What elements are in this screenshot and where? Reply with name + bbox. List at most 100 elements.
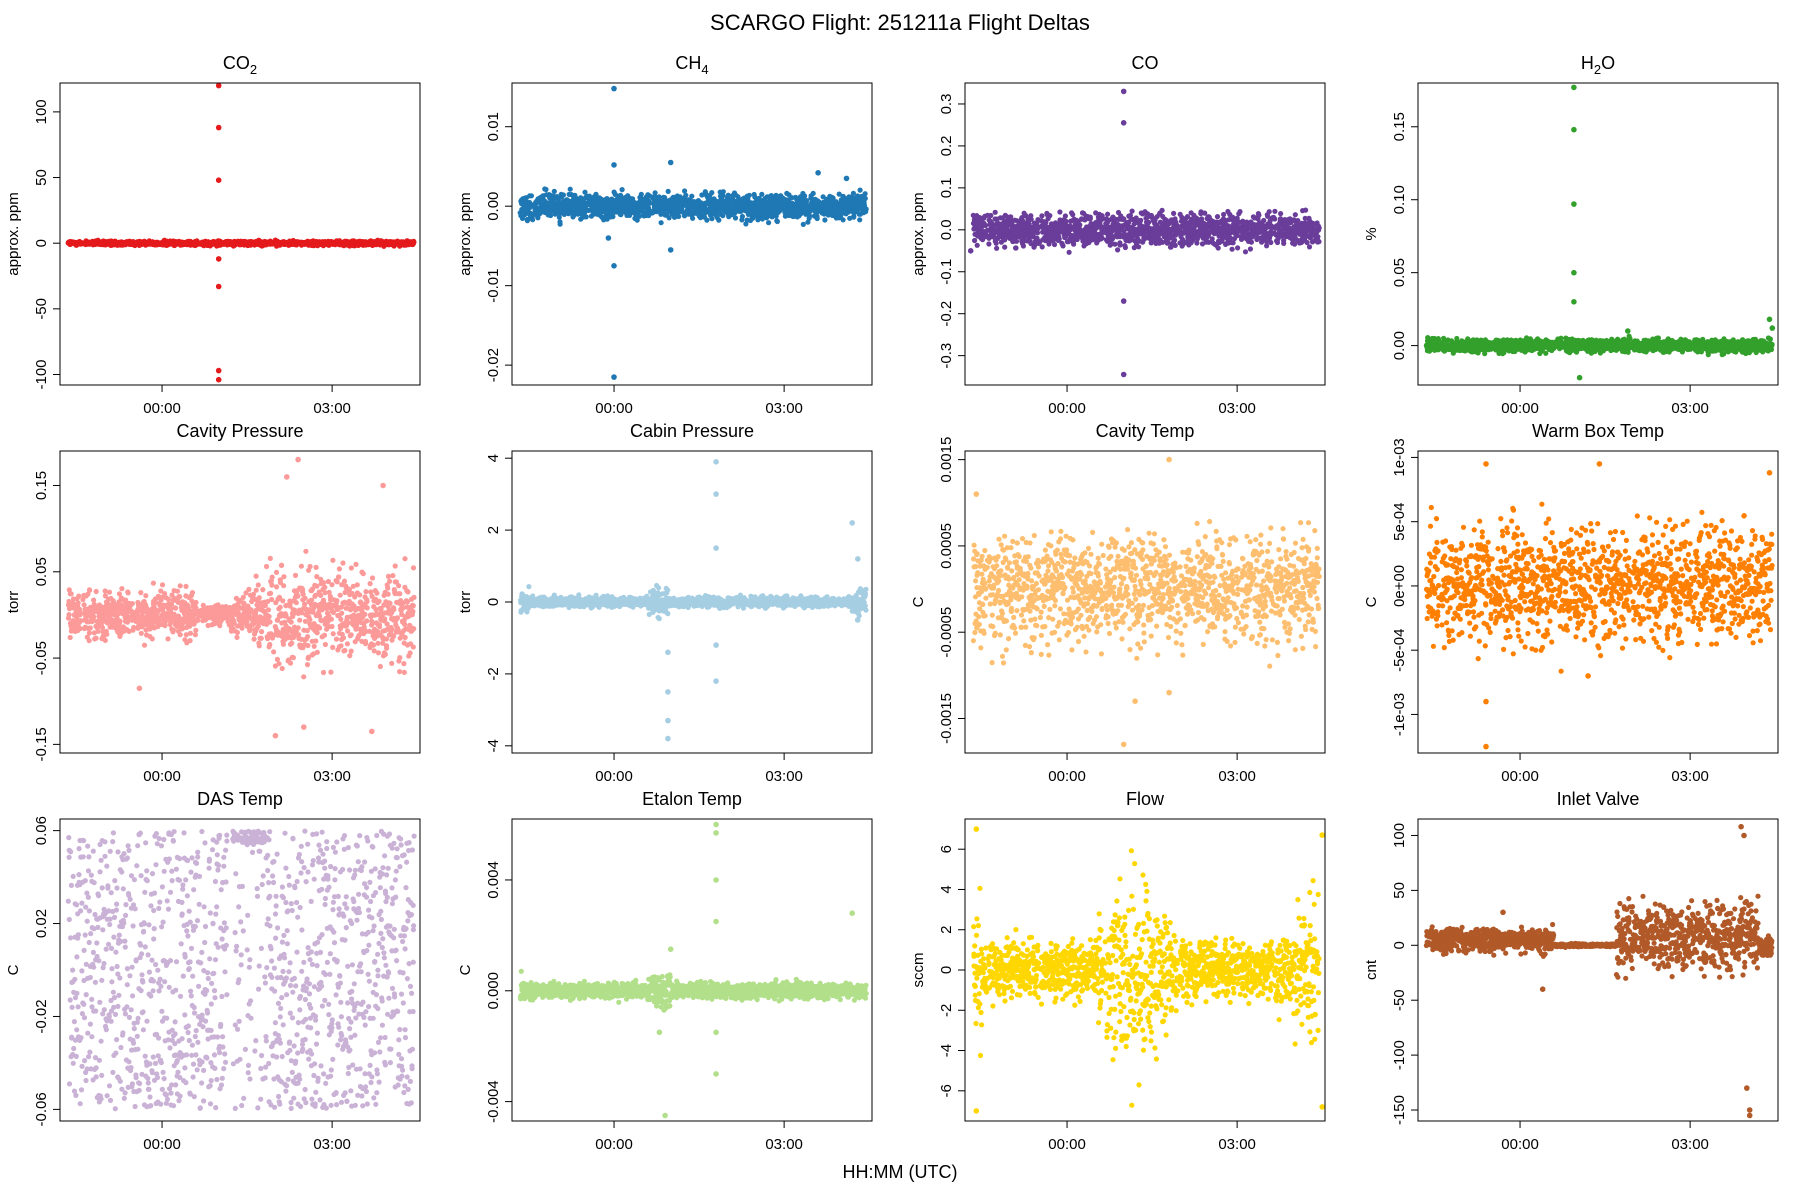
outlier-point: [667, 247, 674, 253]
outlier-point: [611, 85, 617, 92]
outlier-point: [611, 162, 617, 168]
outlier-point: [215, 177, 222, 183]
data-point: [1171, 210, 1177, 216]
data-point: [551, 188, 557, 194]
x-tick-label: 00:00: [143, 400, 181, 417]
panel-title-subscript: 2: [250, 62, 257, 77]
data-point: [1558, 335, 1564, 341]
data-point: [982, 222, 989, 229]
data-point: [774, 218, 781, 225]
data-point: [1172, 242, 1178, 248]
data-point: [676, 213, 682, 219]
data-point: [1247, 246, 1253, 252]
y-tick-label: -0.01: [485, 269, 502, 303]
data-point: [1060, 243, 1066, 249]
data-point: [994, 245, 1000, 251]
data-point: [1013, 238, 1020, 244]
data-point: [1129, 208, 1135, 214]
data-point: [1268, 239, 1274, 246]
data-point: [1278, 211, 1284, 217]
data-point: [725, 192, 731, 198]
data-point: [652, 190, 658, 196]
x-tick-label: 00:00: [1048, 400, 1086, 417]
data-point: [1272, 208, 1278, 214]
data-point: [683, 192, 689, 198]
y-tick-label: -100: [33, 359, 50, 389]
outlier-point: [605, 235, 612, 241]
data-point: [857, 217, 863, 223]
data-point: [810, 190, 816, 196]
data-point: [1117, 242, 1123, 248]
data-point: [658, 220, 664, 226]
data-point: [567, 186, 573, 192]
panel-title-tail: O: [1601, 53, 1615, 73]
data-point: [972, 237, 978, 244]
panel-title-main: CH: [675, 53, 701, 73]
outlier-point: [967, 248, 974, 254]
data-point: [1159, 207, 1165, 213]
y-tick-label: -0.3: [938, 343, 955, 369]
x-tick-label: 03:00: [313, 400, 351, 417]
data-point: [1034, 230, 1041, 236]
data-point: [1136, 244, 1142, 250]
data-point: [1248, 239, 1254, 245]
data-point: [807, 213, 813, 219]
data-point: [1272, 216, 1278, 222]
data-point: [610, 214, 616, 220]
data-point: [1071, 241, 1077, 247]
data-point: [1172, 237, 1178, 243]
data-point: [814, 213, 820, 219]
y-tick-label: 0.1: [938, 177, 955, 198]
outlier-point: [815, 170, 821, 176]
data-point: [732, 215, 739, 221]
y-tick-label: 0.3: [938, 94, 955, 115]
data-point: [716, 217, 722, 223]
data-point: [1316, 239, 1322, 245]
outlier-point: [843, 175, 850, 182]
data-point: [862, 191, 868, 197]
data-point: [1261, 217, 1267, 224]
data-point: [1039, 244, 1045, 250]
data-point: [1316, 225, 1322, 231]
data-point: [988, 212, 994, 219]
data-point: [766, 220, 772, 226]
panel-title: H2O: [1581, 53, 1615, 77]
data-point: [1039, 213, 1045, 219]
data-point: [709, 190, 715, 196]
outlier-point: [1120, 88, 1127, 95]
data-point: [583, 214, 589, 220]
outlier-point: [215, 283, 222, 290]
data-point: [857, 187, 863, 193]
plot-frame: [59, 82, 421, 386]
data-point: [1063, 218, 1069, 224]
data-point: [638, 191, 644, 197]
data-point: [682, 188, 688, 194]
data-point: [528, 193, 535, 199]
y-tick-label: 0.00: [485, 192, 502, 221]
data-point: [1112, 241, 1118, 247]
data-point: [720, 189, 726, 195]
outlier-point: [1120, 120, 1127, 126]
panel-title-subscript: 2: [1594, 62, 1601, 77]
data-point: [986, 241, 992, 247]
data-point: [665, 188, 671, 194]
outlier-point: [215, 82, 222, 89]
data-point: [1304, 239, 1310, 246]
y-tick-label: 0.01: [485, 112, 502, 141]
outlier-point: [215, 376, 222, 383]
data-point: [1215, 245, 1221, 251]
data-point: [1235, 245, 1241, 251]
data-point: [862, 195, 868, 202]
y-tick-label: 0.0: [938, 219, 955, 240]
outlier-point: [215, 367, 222, 374]
data-point: [1146, 219, 1152, 225]
outlier-point: [1120, 298, 1127, 304]
data-point: [1292, 212, 1298, 218]
data-point: [1138, 217, 1144, 223]
panel-title: CO2: [223, 53, 257, 77]
data-point: [548, 212, 554, 219]
y-tick-label: 0: [33, 239, 50, 247]
outlier-point: [215, 256, 222, 262]
